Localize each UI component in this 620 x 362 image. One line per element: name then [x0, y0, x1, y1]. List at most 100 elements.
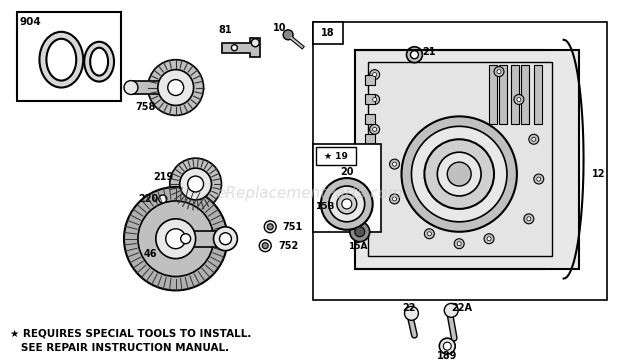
- Bar: [365, 114, 374, 124]
- Circle shape: [440, 338, 455, 354]
- Text: 20: 20: [340, 167, 353, 177]
- Circle shape: [342, 199, 352, 209]
- Circle shape: [166, 229, 185, 249]
- Circle shape: [219, 233, 231, 245]
- Circle shape: [148, 60, 203, 115]
- Circle shape: [262, 243, 268, 249]
- Circle shape: [159, 195, 167, 203]
- Circle shape: [389, 194, 399, 204]
- Text: 751: 751: [282, 222, 303, 232]
- Circle shape: [338, 197, 358, 217]
- Circle shape: [524, 214, 534, 224]
- Circle shape: [373, 97, 376, 101]
- Circle shape: [427, 232, 432, 236]
- Bar: [499, 65, 507, 124]
- Text: 219: 219: [154, 172, 174, 182]
- Bar: [365, 75, 374, 85]
- Circle shape: [158, 70, 193, 105]
- Circle shape: [527, 217, 531, 221]
- Circle shape: [529, 134, 539, 144]
- Circle shape: [532, 137, 536, 141]
- Text: 15A: 15A: [348, 242, 368, 251]
- Circle shape: [370, 94, 379, 105]
- Bar: [313, 22, 343, 44]
- Text: 81: 81: [219, 25, 232, 35]
- Text: 752: 752: [278, 241, 298, 251]
- Circle shape: [454, 239, 464, 249]
- Circle shape: [407, 47, 422, 63]
- Circle shape: [410, 51, 418, 59]
- Text: SEE REPAIR INSTRUCTION MANUAL.: SEE REPAIR INSTRUCTION MANUAL.: [9, 343, 229, 353]
- Circle shape: [343, 202, 353, 212]
- Text: 15B: 15B: [316, 202, 335, 211]
- Circle shape: [443, 342, 451, 350]
- Circle shape: [321, 178, 373, 230]
- Text: 18: 18: [321, 28, 335, 38]
- Circle shape: [402, 116, 517, 232]
- Circle shape: [514, 94, 524, 105]
- Circle shape: [373, 73, 376, 77]
- Text: 189: 189: [437, 351, 458, 361]
- Ellipse shape: [84, 42, 114, 81]
- Bar: [521, 65, 529, 124]
- Circle shape: [494, 67, 504, 77]
- Text: 22: 22: [403, 303, 416, 313]
- Bar: [489, 65, 497, 124]
- Text: 220: 220: [139, 194, 159, 204]
- Bar: [131, 81, 179, 94]
- Circle shape: [188, 176, 203, 192]
- Circle shape: [170, 158, 221, 210]
- Circle shape: [373, 127, 376, 131]
- Circle shape: [251, 39, 259, 47]
- Polygon shape: [223, 38, 260, 57]
- Circle shape: [370, 70, 379, 80]
- Bar: [368, 62, 552, 256]
- Text: 22A: 22A: [452, 303, 472, 313]
- Circle shape: [138, 201, 213, 277]
- Bar: [365, 94, 374, 105]
- Bar: [175, 231, 231, 247]
- Circle shape: [447, 162, 471, 186]
- Circle shape: [534, 174, 544, 184]
- Circle shape: [124, 81, 138, 94]
- Circle shape: [517, 97, 521, 101]
- Text: 758: 758: [136, 102, 156, 113]
- Circle shape: [264, 221, 276, 233]
- Circle shape: [231, 45, 237, 51]
- Bar: [511, 65, 519, 124]
- Text: eReplacementParts.com: eReplacementParts.com: [216, 186, 404, 202]
- Bar: [534, 65, 542, 124]
- Text: ★ REQUIRES SPECIAL TOOLS TO INSTALL.: ★ REQUIRES SPECIAL TOOLS TO INSTALL.: [9, 328, 251, 338]
- Circle shape: [389, 159, 399, 169]
- Ellipse shape: [46, 39, 76, 81]
- Circle shape: [484, 234, 494, 244]
- Circle shape: [412, 126, 507, 222]
- Circle shape: [259, 240, 271, 252]
- Bar: [316, 147, 356, 165]
- Text: 12: 12: [591, 169, 605, 179]
- Circle shape: [350, 222, 370, 242]
- Circle shape: [425, 139, 494, 209]
- Circle shape: [329, 186, 365, 222]
- Circle shape: [154, 190, 172, 208]
- Bar: [313, 144, 381, 232]
- Text: 46: 46: [144, 249, 157, 258]
- Circle shape: [537, 177, 541, 181]
- Bar: [17, 12, 121, 101]
- Circle shape: [497, 70, 501, 73]
- Circle shape: [392, 162, 397, 166]
- Text: 21: 21: [423, 47, 436, 57]
- Text: ★ 19: ★ 19: [324, 152, 348, 161]
- Circle shape: [404, 306, 418, 320]
- Bar: [313, 22, 608, 300]
- Circle shape: [180, 234, 190, 244]
- Circle shape: [392, 197, 397, 201]
- Circle shape: [337, 194, 356, 214]
- Circle shape: [355, 227, 365, 237]
- Circle shape: [168, 80, 184, 96]
- Ellipse shape: [40, 32, 83, 88]
- Circle shape: [267, 224, 273, 230]
- Text: 10: 10: [273, 23, 287, 33]
- Circle shape: [437, 152, 481, 196]
- Bar: [365, 134, 374, 144]
